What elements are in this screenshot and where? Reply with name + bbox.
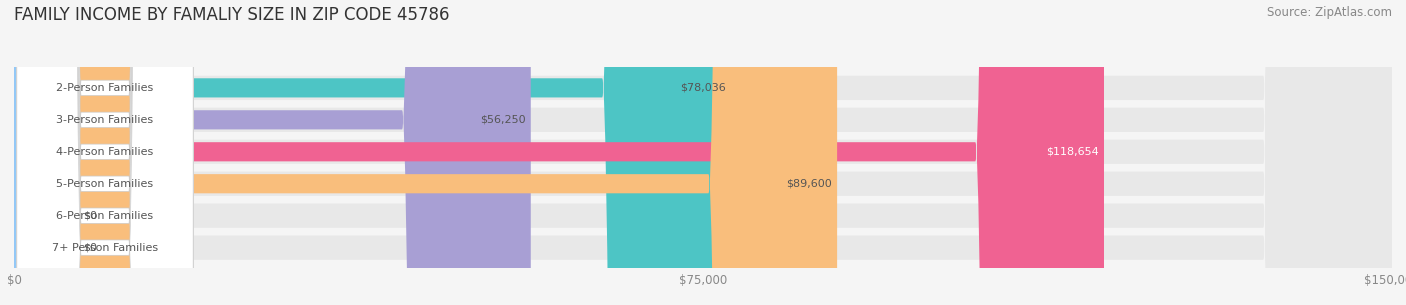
Text: $0: $0	[83, 243, 97, 253]
FancyBboxPatch shape	[14, 0, 1392, 305]
Text: 2-Person Families: 2-Person Families	[56, 83, 153, 93]
FancyBboxPatch shape	[17, 0, 193, 305]
FancyBboxPatch shape	[17, 0, 193, 305]
Text: $118,654: $118,654	[1046, 147, 1098, 157]
FancyBboxPatch shape	[14, 0, 69, 305]
Text: Source: ZipAtlas.com: Source: ZipAtlas.com	[1267, 6, 1392, 19]
Text: $56,250: $56,250	[479, 115, 526, 125]
FancyBboxPatch shape	[14, 0, 531, 305]
FancyBboxPatch shape	[14, 0, 1392, 305]
Text: 6-Person Families: 6-Person Families	[56, 211, 153, 221]
FancyBboxPatch shape	[14, 0, 1392, 305]
Text: $78,036: $78,036	[679, 83, 725, 93]
FancyBboxPatch shape	[14, 0, 69, 305]
Text: $0: $0	[83, 211, 97, 221]
Text: 5-Person Families: 5-Person Families	[56, 179, 153, 189]
FancyBboxPatch shape	[14, 0, 731, 305]
FancyBboxPatch shape	[17, 0, 193, 305]
FancyBboxPatch shape	[14, 0, 837, 305]
FancyBboxPatch shape	[17, 0, 193, 305]
FancyBboxPatch shape	[17, 0, 193, 305]
Text: $89,600: $89,600	[786, 179, 831, 189]
FancyBboxPatch shape	[14, 0, 1392, 305]
Text: 7+ Person Families: 7+ Person Families	[52, 243, 157, 253]
FancyBboxPatch shape	[14, 0, 1104, 305]
Text: 3-Person Families: 3-Person Families	[56, 115, 153, 125]
FancyBboxPatch shape	[14, 0, 1392, 305]
FancyBboxPatch shape	[14, 0, 1392, 305]
FancyBboxPatch shape	[17, 0, 193, 305]
Text: FAMILY INCOME BY FAMALIY SIZE IN ZIP CODE 45786: FAMILY INCOME BY FAMALIY SIZE IN ZIP COD…	[14, 6, 450, 24]
Text: 4-Person Families: 4-Person Families	[56, 147, 153, 157]
